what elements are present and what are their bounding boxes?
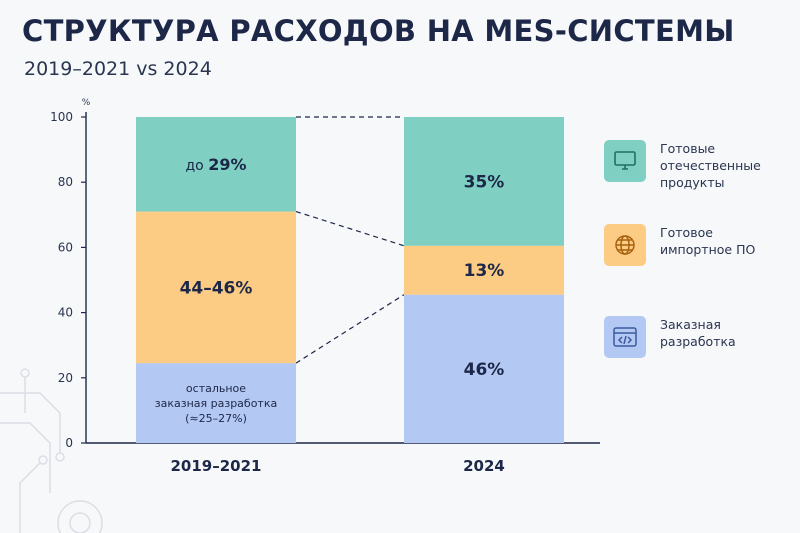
data-label: 44–46% <box>180 278 253 298</box>
x-tick-label: 2024 <box>463 457 505 475</box>
bar-segment <box>404 294 564 443</box>
connector-line <box>295 210 405 247</box>
legend-label-import: Готовое импортное ПО <box>660 225 756 257</box>
globe-icon <box>604 224 646 266</box>
page-title: СТРУКТУРА РАСХОДОВ НА MES-СИСТЕМЫ <box>22 14 735 48</box>
y-tick-label: 80 <box>58 175 73 189</box>
data-label: остальное заказная разработка (≈25–27%) <box>155 382 277 425</box>
circuit-decoration <box>0 368 103 533</box>
y-tick-label: 100 <box>50 110 73 124</box>
legend-item-custom: Заказная разработка <box>604 316 780 358</box>
y-tick-label: 20 <box>58 371 73 385</box>
y-tick-label: 60 <box>58 240 73 254</box>
bar-segment <box>136 211 296 364</box>
bar-segment <box>404 117 564 246</box>
data-label: до 29% <box>186 155 247 174</box>
bar-segment <box>404 245 564 295</box>
legend-label-domestic: Готовые отечественные продукты <box>660 141 761 190</box>
bar-segment <box>136 117 296 212</box>
monitor-icon <box>604 140 646 182</box>
legend-label-custom: Заказная разработка <box>660 317 736 349</box>
data-label: 13% <box>464 261 505 281</box>
y-tick-label: 0 <box>65 436 73 450</box>
connector-line <box>295 294 405 364</box>
y-unit-label: % <box>82 98 91 108</box>
data-label: 46% <box>464 360 505 380</box>
legend-item-import: Готовое импортное ПО <box>604 224 780 266</box>
data-label: 35% <box>464 172 505 192</box>
bar-segment <box>136 363 296 443</box>
x-tick-label: 2019–2021 <box>171 457 262 475</box>
page-subtitle: 2019–2021 vs 2024 <box>24 58 212 80</box>
code-window-icon <box>604 316 646 358</box>
legend-item-domestic: Готовые отечественные продукты <box>604 140 780 191</box>
y-tick-label: 40 <box>58 306 73 320</box>
